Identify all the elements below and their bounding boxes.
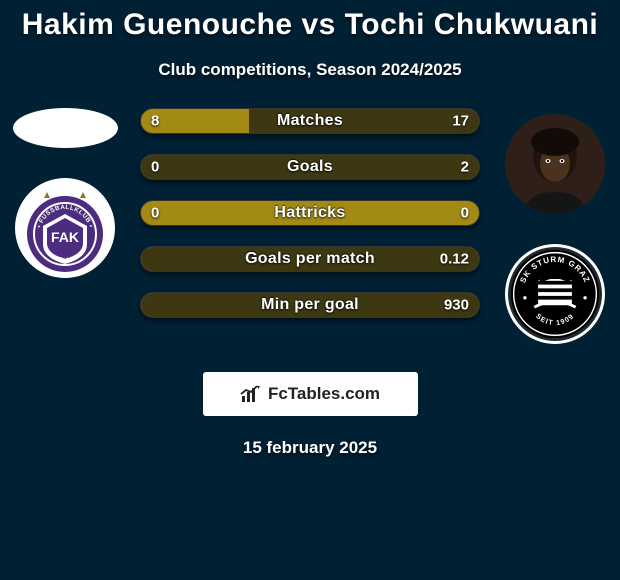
stat-value-right: 2 — [461, 159, 469, 176]
svg-text:FAK: FAK — [51, 229, 79, 245]
stat-bar: Matches 8 17 — [140, 108, 480, 134]
page-title: Hakim Guenouche vs Tochi Chukwuani — [0, 0, 620, 42]
stat-value-right: 0 — [461, 205, 469, 222]
player-photo-right — [505, 114, 605, 214]
stat-value-right: 0.12 — [440, 251, 469, 268]
brand-box: FcTables.com — [203, 372, 418, 416]
avatar-icon — [505, 114, 605, 214]
stat-bar: Min per goal 930 — [140, 292, 480, 318]
club-badge-right: SK STURM GRAZ SEIT 1909 — [505, 244, 605, 344]
stat-value-right: 930 — [444, 297, 469, 314]
stat-label: Goals — [287, 158, 333, 176]
left-player-col: FAK • FUSSBALLKLUB • AUSTRIA WIEN — [0, 108, 130, 278]
stat-label: Matches — [277, 112, 343, 130]
comparison-bars: Matches 8 17 Goals 0 2 Hattricks 0 0 Goals per ma… — [140, 108, 480, 318]
stat-bar: Goals per match 0.12 — [140, 246, 480, 272]
sturm-graz-icon: SK STURM GRAZ SEIT 1909 — [508, 247, 602, 341]
comparison-content: FAK • FUSSBALLKLUB • AUSTRIA WIEN — [0, 108, 620, 348]
stat-bar: Goals 0 2 — [140, 154, 480, 180]
brand-text: FcTables.com — [268, 384, 380, 404]
stat-value-left: 0 — [151, 205, 159, 222]
footer-date: 15 february 2025 — [0, 438, 620, 458]
page-subtitle: Club competitions, Season 2024/2025 — [0, 60, 620, 80]
stat-label: Hattricks — [274, 204, 345, 222]
stat-value-right: 17 — [452, 113, 469, 130]
stat-bar: Hattricks 0 0 — [140, 200, 480, 226]
stat-label: Min per goal — [261, 296, 359, 314]
chart-icon — [240, 384, 262, 404]
stat-value-left: 0 — [151, 159, 159, 176]
club-badge-left: FAK • FUSSBALLKLUB • AUSTRIA WIEN — [15, 178, 115, 278]
right-player-col: SK STURM GRAZ SEIT 1909 — [490, 108, 620, 344]
stat-value-left: 8 — [151, 113, 159, 130]
player-photo-left — [13, 108, 118, 148]
stat-label: Goals per match — [245, 250, 375, 268]
austria-wien-icon: FAK • FUSSBALLKLUB • AUSTRIA WIEN — [15, 178, 115, 278]
